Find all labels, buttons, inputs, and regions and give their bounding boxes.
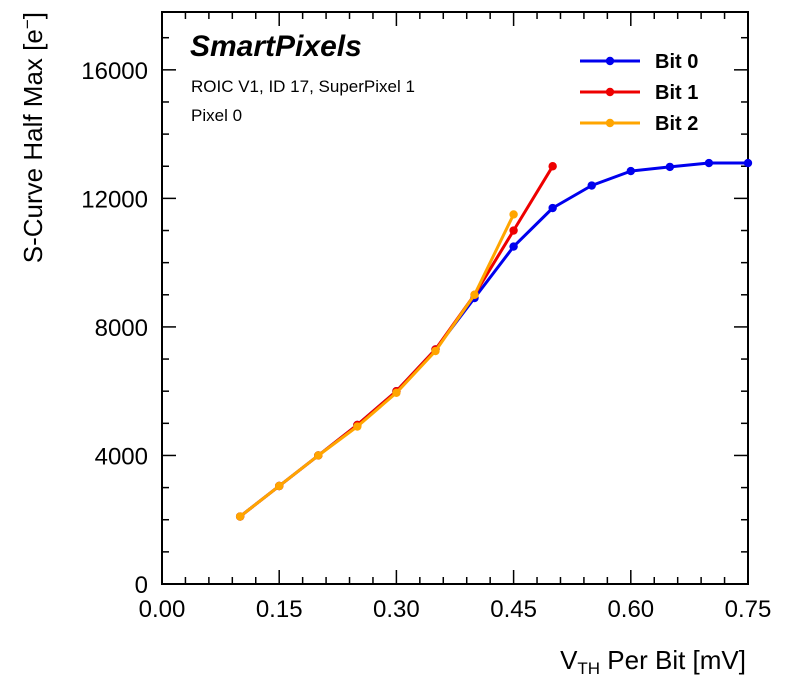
y-tick-label: 16000	[81, 58, 148, 85]
legend: Bit 0 Bit 1 Bit 2	[580, 51, 698, 135]
data-series	[235, 158, 753, 521]
legend-item: Bit 1	[580, 82, 698, 104]
y-tick-label: 12000	[81, 186, 148, 213]
x-tick-label: 0.60	[607, 596, 654, 623]
x-tick-label: 0.75	[725, 596, 772, 623]
legend-label: Bit 1	[655, 82, 698, 104]
data-point	[704, 158, 714, 168]
data-point	[235, 512, 245, 521]
data-point	[626, 166, 635, 176]
x-tick-label: 0.00	[139, 596, 186, 623]
data-point	[509, 242, 518, 251]
legend-marker	[605, 118, 615, 128]
legend-item: Bit 2	[580, 113, 698, 135]
data-point	[353, 422, 362, 431]
legend-marker	[605, 87, 615, 97]
data-point	[587, 181, 596, 190]
data-point	[509, 226, 518, 235]
series-line	[239, 165, 554, 518]
data-point	[275, 481, 284, 491]
chart-title: SmartPixels	[190, 30, 362, 63]
y-tick-label: 8000	[95, 315, 148, 342]
x-tick-label: 0.30	[373, 596, 420, 623]
x-axis-label: VTH Per Bit [mV]	[560, 645, 746, 678]
plot-frame	[161, 11, 749, 585]
annotation-pixel: Pixel 0	[191, 106, 242, 125]
data-point	[509, 210, 518, 219]
y-tick-label: 4000	[95, 443, 148, 470]
data-point	[392, 388, 401, 397]
data-point	[431, 346, 440, 356]
data-point	[548, 162, 557, 171]
data-point	[548, 203, 557, 213]
y-axis-label: S-Curve Half Max [e−]	[18, 12, 48, 263]
data-point	[314, 451, 323, 460]
series-line	[239, 213, 515, 518]
y-tick-label: 0	[135, 572, 148, 599]
legend-label: Bit 0	[655, 51, 698, 73]
series-line	[239, 161, 748, 518]
legend-marker	[605, 56, 615, 66]
series-bit-1	[235, 162, 557, 521]
data-point	[665, 162, 675, 172]
x-tick-label: 0.45	[490, 596, 537, 623]
x-tick-label: 0.15	[256, 596, 303, 623]
annotation-roic: ROIC V1, ID 17, SuperPixel 1	[191, 77, 415, 96]
axis-ticks: 0.00 0.15 0.30 0.45 0.60 0.75 0 4000 8000 12000 16…	[81, 12, 771, 623]
series-bit-0	[235, 158, 753, 521]
legend-item: Bit 0	[580, 51, 698, 73]
legend-label: Bit 2	[655, 113, 698, 135]
series-bit-2	[235, 210, 518, 521]
data-point	[743, 158, 753, 168]
data-point	[470, 290, 479, 299]
